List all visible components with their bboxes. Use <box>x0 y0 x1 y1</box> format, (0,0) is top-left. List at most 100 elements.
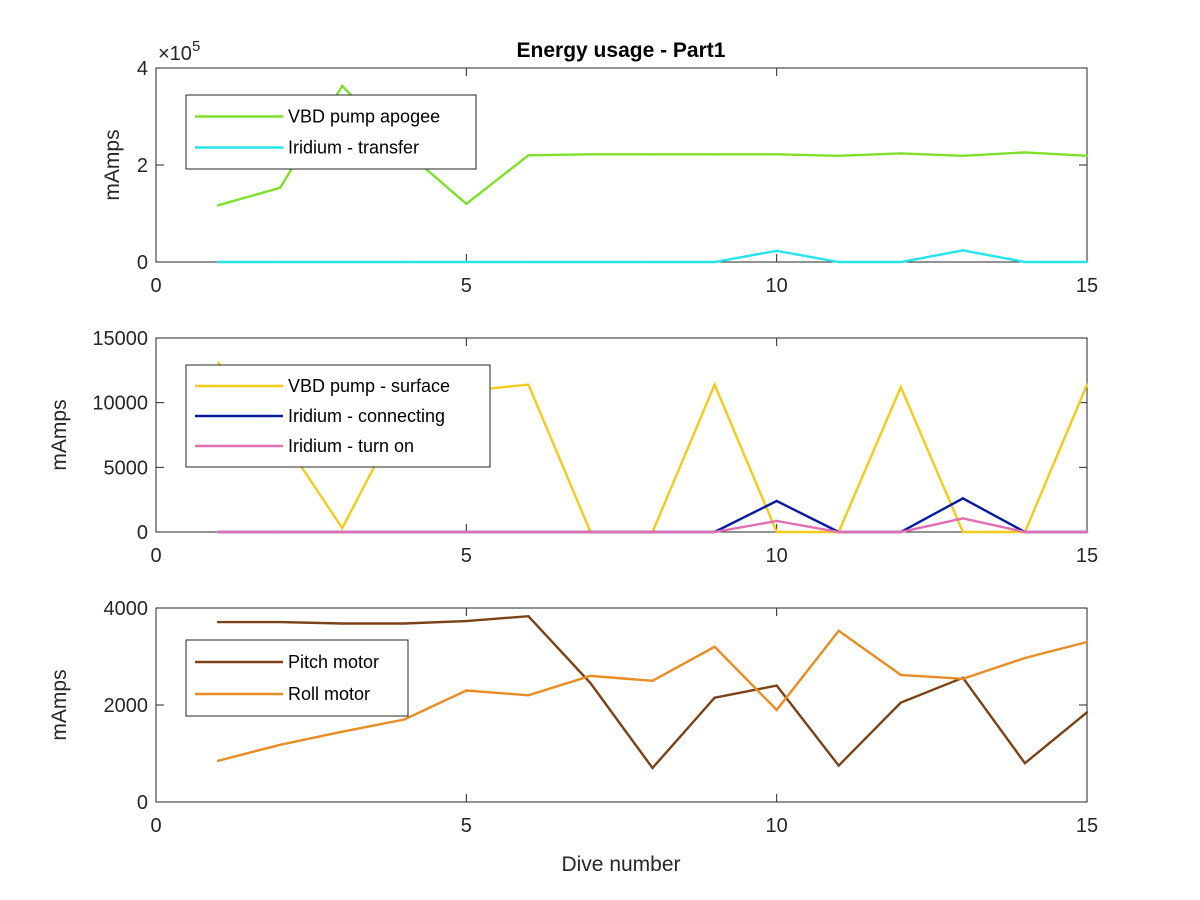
data-point <box>403 622 406 625</box>
legend: VBD pump apogee Iridium - transfer <box>185 94 477 170</box>
data-point <box>216 759 220 762</box>
exponent-power: 5 <box>192 38 200 55</box>
subplot-2: 0 5 10 15 0 5000 10000 15000 mAmps VBD pump - sur… <box>48 328 1098 567</box>
exponent-base: ×10 <box>158 43 192 65</box>
data-point <box>775 684 778 687</box>
data-point <box>775 708 778 712</box>
data-point <box>651 530 654 534</box>
y-exponent-label: ×105 <box>158 38 200 65</box>
y-tick-label: 15000 <box>92 328 148 350</box>
data-point <box>527 383 530 386</box>
data-point <box>216 260 220 264</box>
data-point <box>341 260 344 264</box>
data-point <box>589 674 592 678</box>
data-point <box>651 679 654 682</box>
data-point <box>1085 530 1089 534</box>
data-point <box>278 530 282 534</box>
data-point <box>899 385 902 389</box>
data-point <box>527 260 530 264</box>
data-point <box>465 260 468 264</box>
data-point <box>216 204 220 207</box>
y-tick-label: 0 <box>137 792 148 814</box>
data-point <box>216 530 220 534</box>
legend-label: Pitch motor <box>288 652 379 672</box>
data-point <box>589 260 592 264</box>
data-point <box>341 730 344 733</box>
data-point <box>899 260 902 264</box>
data-point <box>961 517 965 520</box>
data-point <box>651 153 654 156</box>
y-axis-label: mAmps <box>48 669 71 740</box>
y-tick-label: 0 <box>137 522 148 544</box>
legend-box <box>185 639 409 717</box>
legend-box <box>185 94 477 170</box>
data-point <box>216 620 220 624</box>
data-point <box>527 154 530 157</box>
y-axis-label: mAmps <box>101 129 124 200</box>
data-point <box>899 530 902 534</box>
data-point <box>403 718 406 721</box>
data-point <box>961 530 965 534</box>
legend-label: VBD pump apogee <box>288 107 440 127</box>
data-point <box>899 152 902 155</box>
data-point <box>713 530 716 534</box>
data-point <box>527 694 530 697</box>
data-point <box>1085 711 1089 714</box>
x-tick-label: 15 <box>1076 545 1098 567</box>
data-point <box>837 154 840 157</box>
data-point <box>589 681 592 685</box>
data-point <box>278 186 282 189</box>
subplot-3: 0 5 10 15 0 2000 4000 mAmps Pitch motor Roll moto… <box>48 598 1098 837</box>
data-point <box>1085 640 1089 644</box>
x-tick-label: 15 <box>1076 275 1098 297</box>
x-tick-label: 0 <box>150 545 161 567</box>
x-tick-label: 5 <box>461 815 472 837</box>
data-point <box>589 153 592 156</box>
x-tick-label: 10 <box>766 545 788 567</box>
data-point <box>1023 762 1027 765</box>
data-point <box>651 260 654 264</box>
data-point <box>465 202 468 205</box>
x-tick-label: 15 <box>1076 815 1098 837</box>
y-tick-label: 2 <box>137 155 148 177</box>
data-point <box>961 154 965 157</box>
data-point <box>899 673 902 677</box>
data-point <box>961 497 965 500</box>
data-point <box>961 249 965 252</box>
data-point <box>713 696 716 699</box>
data-point <box>713 260 716 264</box>
data-point <box>465 619 468 623</box>
data-point <box>899 701 902 704</box>
y-tick-label: 5000 <box>104 457 149 479</box>
x-tick-label: 10 <box>766 815 788 837</box>
data-point <box>1023 530 1027 534</box>
data-point <box>527 530 530 534</box>
data-point <box>775 519 778 523</box>
legend: Pitch motor Roll motor <box>185 639 409 717</box>
y-tick-label: 2000 <box>104 695 149 717</box>
x-tick-label: 0 <box>150 275 161 297</box>
data-point <box>278 620 282 624</box>
x-axis-label: Dive number <box>561 853 680 876</box>
data-point <box>278 260 282 264</box>
data-point <box>465 689 468 692</box>
y-axis-label: mAmps <box>48 399 71 470</box>
data-point <box>651 766 654 770</box>
y-tick-label: 4 <box>137 58 148 80</box>
data-point <box>278 743 282 746</box>
data-point <box>403 530 406 534</box>
data-point <box>775 249 778 253</box>
x-tick-label: 5 <box>461 545 472 567</box>
data-point <box>961 677 965 681</box>
data-point <box>837 530 840 534</box>
data-point <box>1085 260 1089 264</box>
data-point <box>1085 383 1089 386</box>
data-point <box>775 153 778 156</box>
legend-label: Iridium - turn on <box>288 436 414 456</box>
legend: VBD pump - surface Iridium - connecting Ir… <box>185 364 491 468</box>
data-point <box>341 526 344 530</box>
figure-title: Energy usage - Part1 <box>517 39 726 62</box>
x-tick-label: 5 <box>461 275 472 297</box>
